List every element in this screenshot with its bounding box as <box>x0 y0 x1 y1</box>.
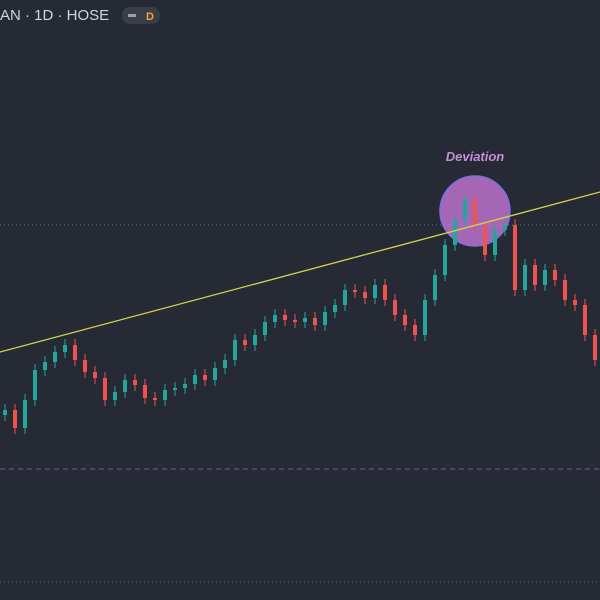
symbol-header: AN · 1D · HOSE <box>0 7 109 24</box>
candle-body <box>543 270 547 285</box>
candle-body <box>43 362 47 370</box>
candle-body <box>293 320 297 322</box>
candle-body <box>573 300 577 305</box>
candle-body <box>403 315 407 325</box>
candle-body <box>23 400 27 428</box>
candle-body <box>313 318 317 325</box>
candle-body <box>333 305 337 312</box>
candle-body <box>443 245 447 275</box>
badge-pill[interactable] <box>122 7 160 24</box>
candle-body <box>233 340 237 360</box>
candle-body <box>283 315 287 320</box>
badge-icon <box>128 14 136 17</box>
candle-body <box>223 360 227 368</box>
candle-body <box>433 275 437 300</box>
candle-body <box>363 292 367 298</box>
candle-body <box>253 335 257 345</box>
candle-body <box>593 335 597 360</box>
candle-body <box>13 410 17 428</box>
candle-body <box>373 285 377 298</box>
candle-body <box>73 345 77 360</box>
candle-body <box>3 410 7 415</box>
candle-body <box>563 280 567 300</box>
badge-text[interactable]: D <box>146 11 154 23</box>
candle-body <box>213 368 217 380</box>
candle-body <box>323 312 327 325</box>
candle-body <box>383 285 387 300</box>
candle-body <box>63 345 67 352</box>
candle-body <box>263 322 267 335</box>
candle-body <box>173 388 177 390</box>
candle-body <box>533 265 537 285</box>
candle-body <box>453 220 457 245</box>
candle-body <box>393 300 397 315</box>
candle-body <box>183 384 187 388</box>
candle-body <box>463 200 467 220</box>
candle-body <box>243 340 247 345</box>
candle-body <box>423 300 427 335</box>
candle-body <box>133 380 137 385</box>
trendline <box>0 191 600 353</box>
candle-body <box>153 398 157 400</box>
candle-body <box>123 380 127 392</box>
candle-body <box>143 385 147 398</box>
candle-body <box>193 375 197 384</box>
candle-body <box>523 265 527 290</box>
candle-body <box>103 378 107 400</box>
candle-body <box>583 305 587 335</box>
candle-body <box>203 375 207 380</box>
candle-body <box>113 392 117 400</box>
candle-body <box>343 290 347 305</box>
candle-body <box>493 230 497 255</box>
candle-body <box>553 270 557 280</box>
candle-body <box>33 370 37 400</box>
candle-body <box>53 352 57 362</box>
candle-body <box>273 315 277 322</box>
annotation-label: Deviation <box>446 149 505 164</box>
candle-body <box>513 225 517 290</box>
candle-body <box>503 225 507 230</box>
candle-body <box>353 290 357 292</box>
candle-body <box>483 225 487 255</box>
candle-body <box>473 200 477 225</box>
candle-body <box>93 372 97 378</box>
candle-body <box>163 390 167 400</box>
candle-body <box>413 325 417 335</box>
candle-body <box>83 360 87 372</box>
candle-body <box>303 318 307 322</box>
